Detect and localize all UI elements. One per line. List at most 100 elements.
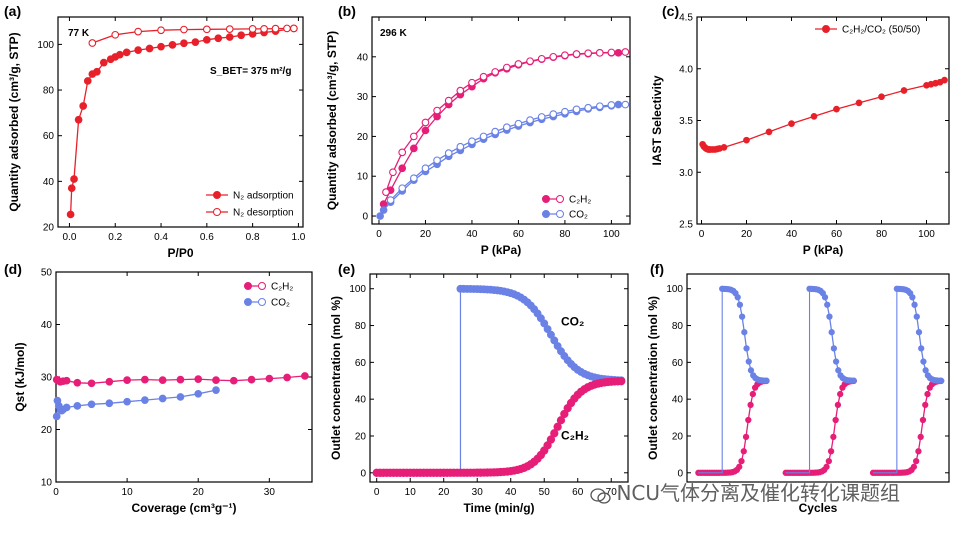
b-series-1-point — [537, 54, 546, 63]
a-des-point — [248, 25, 257, 33]
d-series-1-line — [56, 389, 217, 417]
e-co2-point — [546, 330, 555, 339]
b-series-3-point — [572, 105, 581, 114]
f-c2h2-cycle-3-point — [919, 416, 927, 424]
x-tick-label: 10 — [122, 487, 134, 498]
f-co2-cycle-1-point — [747, 367, 755, 374]
y-tick-label: 80 — [43, 86, 55, 97]
a-ads-point — [122, 48, 131, 57]
f-c2h2-cycle-3-point — [915, 448, 922, 455]
a-des-point — [180, 25, 188, 34]
x-tick-label: 40 — [505, 487, 517, 498]
b-series-1-point — [607, 48, 616, 57]
c-selectivity-line — [702, 79, 945, 151]
a-des-point — [202, 25, 211, 34]
y-axis-label: IAST Selectivity — [650, 75, 664, 165]
panel-e: 0 10 20 30 40 50 60 70 0 20 40 60 80 100 (e) Time (min/… — [329, 261, 629, 515]
x-tick-label: 20 — [438, 487, 450, 498]
panel-b: 0 20 40 60 80 100 0 10 20 30 40 (b) P (kPa) Quantity … — [325, 3, 631, 257]
b-series-1-point — [502, 63, 511, 72]
y-axis-label: Quantity adsorbed (cm³/g, STP) — [7, 32, 21, 211]
f-co2-cycle-3-point — [909, 294, 916, 301]
d-series-0-point — [265, 374, 274, 383]
b-series-3-point — [468, 137, 476, 146]
y-tick-label: 80 — [355, 321, 367, 332]
x-tick-label: 20 — [193, 487, 205, 498]
x-axis-label: P (kPa) — [481, 243, 521, 257]
x-tick-label: 40 — [466, 229, 478, 240]
f-c2h2-cycle-2-point — [832, 416, 839, 424]
c-selectivity-point — [788, 120, 795, 127]
d-series-1-point — [176, 393, 185, 401]
a-ads-point — [79, 102, 88, 110]
e-c2h2-point — [556, 416, 566, 425]
y-tick-label: 60 — [355, 358, 367, 369]
b-series-3-point — [537, 113, 546, 121]
wechat-icon — [590, 488, 611, 504]
f-co2-cycle-3-point — [913, 313, 920, 320]
e-c2h2-point — [550, 429, 559, 438]
x-tick-label: 0 — [376, 229, 382, 240]
x-axis-label: P (kPa) — [803, 243, 843, 257]
f-co2-cycle-1-point — [738, 313, 746, 320]
c-selectivity-point — [878, 93, 885, 101]
watermark: NCU气体分离及催化转化课题组 — [590, 477, 900, 506]
b-c2h2-legend-label: C₂H₂ — [569, 195, 591, 206]
d-series-0-point — [73, 378, 82, 387]
y-tick-label: 10 — [41, 478, 53, 489]
b-series-1-point — [382, 188, 390, 197]
a-ads-point — [214, 34, 223, 43]
x-tick-label: 30 — [472, 487, 484, 498]
y-tick-label: 40 — [41, 320, 53, 331]
y-tick-label: 20 — [672, 431, 684, 442]
f-co2-cycle-1-point — [745, 358, 752, 365]
b-series-3-point — [433, 156, 441, 165]
f-co2-cycle-2-point — [821, 294, 829, 301]
c-selectivity-point — [855, 99, 863, 107]
watermark-text: NCU气体分离及催化转化课题组 — [616, 481, 901, 505]
a-des-point — [225, 25, 234, 33]
x-tick-label: 20 — [420, 229, 432, 240]
f-co2-cycle-1-point — [736, 301, 744, 308]
c-selectivity-point — [810, 113, 818, 120]
a-ads-point — [115, 50, 124, 59]
a-ads-point — [66, 210, 75, 219]
c-selectivity-legend-marker — [822, 25, 830, 33]
b-series-1-point — [433, 106, 441, 115]
x-tick-label: 0 — [53, 487, 59, 498]
b-series-3-point — [595, 102, 604, 111]
f-c2h2-cycle-2-point — [823, 463, 830, 470]
b-series-3-point — [607, 101, 616, 109]
b-series-1-point — [526, 57, 534, 66]
x-tick-label: 70 — [606, 487, 618, 498]
f-co2-cycle-3-point — [920, 358, 927, 365]
d-series-0-point — [123, 376, 131, 385]
f-co2-jump-1 — [698, 288, 723, 474]
c-selectivity-point — [765, 128, 773, 136]
b-series-1-point — [421, 118, 430, 127]
e-co2-point — [540, 319, 549, 328]
b-series-0-point — [398, 164, 407, 173]
b-co2-legend-label: CO₂ — [569, 210, 588, 221]
x-axis-label: Cycles — [799, 501, 838, 515]
y-tick-label: 20 — [355, 431, 367, 442]
f-c2h2-cycle-3-point — [913, 457, 920, 465]
a-ads-point — [168, 40, 177, 49]
y-axis-label: Quantity adsorbed (cm³/g, STP) — [325, 31, 339, 210]
b-series-1-point — [595, 48, 604, 57]
panel-label: (c) — [662, 3, 679, 19]
b-series-0-line — [383, 52, 619, 205]
b-series-2-point — [379, 206, 388, 214]
panel-label: (d) — [4, 261, 22, 277]
y-tick-label: 100 — [37, 40, 54, 51]
b-series-1-point — [409, 132, 418, 141]
a-ads-point — [74, 115, 83, 124]
d-series-0-point — [194, 375, 203, 383]
d-c2h2-legend-label: C₂H₂ — [271, 282, 293, 293]
f-c2h2-cycle-2-point — [827, 448, 835, 455]
x-tick-label: 80 — [559, 229, 571, 240]
a-des-legend-marker — [213, 208, 221, 216]
e-co2-jump — [376, 288, 462, 474]
d-series-1-point — [52, 412, 61, 421]
y-tick-label: 50 — [41, 268, 53, 279]
